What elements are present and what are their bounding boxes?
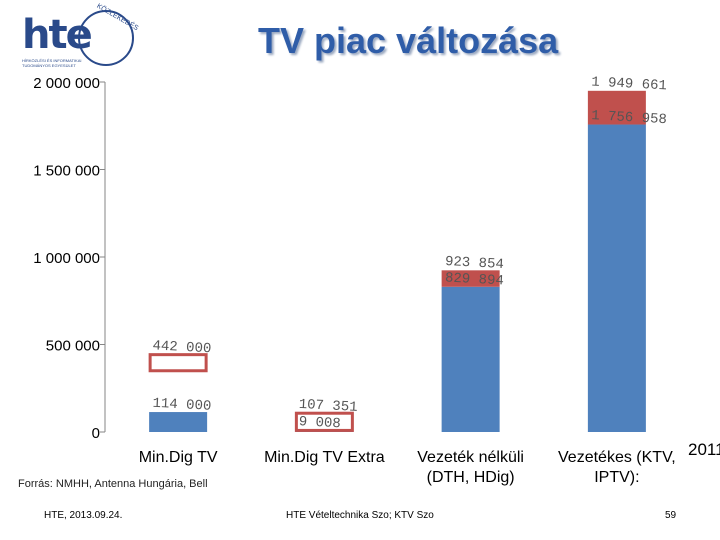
- bar-series1-cat3: [587, 90, 646, 125]
- hte-logo: hte KÖZLEKEDÉS HÍRKÖZLÉSI ÉS INFORMATIKA…: [18, 3, 139, 78]
- category-label: (DTH, HDig): [427, 469, 515, 486]
- data-label: 1 756 958: [591, 108, 667, 128]
- footer-page-number: 59: [665, 510, 677, 521]
- data-label: 114 000: [152, 396, 212, 415]
- bar-series0-cat2: [441, 286, 500, 432]
- bar-series1-cat2: [441, 270, 500, 287]
- y-tick-label: 500 000: [46, 338, 100, 355]
- hollow-bar-0: [148, 353, 208, 373]
- y-tick-label: 1 000 000: [33, 250, 100, 267]
- bar-series0-cat3: [587, 124, 646, 432]
- data-label: 442 000: [152, 338, 212, 357]
- hollow-bar-1: [294, 411, 354, 432]
- y-tick-label: 1 500 000: [33, 163, 100, 180]
- footer-date: HTE, 2013.09.24.: [44, 510, 123, 521]
- logo-small-text: HÍRKÖZLÉSI ÉS INFORMATIKAI TUDOMÁNYOS EG…: [22, 58, 82, 68]
- data-label: 829 894: [445, 270, 505, 289]
- logo-text: hte: [22, 12, 93, 58]
- source-note: Forrás: NMHH, Antenna Hungária, Bell: [18, 478, 208, 490]
- footer-center: HTE Vételtechnika Szo; KTV Szo: [286, 510, 434, 521]
- data-label: 1 949 661: [591, 74, 667, 94]
- category-label: IPTV):: [594, 469, 639, 486]
- category-label: Min.Dig TV: [139, 449, 218, 466]
- data-label: 9 008: [298, 414, 341, 432]
- category-label: Min.Dig TV Extra: [264, 449, 385, 466]
- category-label: Vezeték nélküli: [417, 449, 524, 466]
- data-label: 107 351: [298, 397, 358, 416]
- logo-ring: [78, 10, 134, 66]
- overflow-label: 2011: [688, 440, 720, 459]
- y-tick-label: 0: [92, 425, 100, 442]
- category-label: Vezetékes (KTV,: [558, 449, 676, 466]
- y-tick-label: 2 000 000: [33, 75, 100, 92]
- page-title: TV piac változása: [258, 20, 559, 61]
- bar-series0-cat0: [149, 412, 208, 432]
- data-label: 923 854: [445, 254, 505, 273]
